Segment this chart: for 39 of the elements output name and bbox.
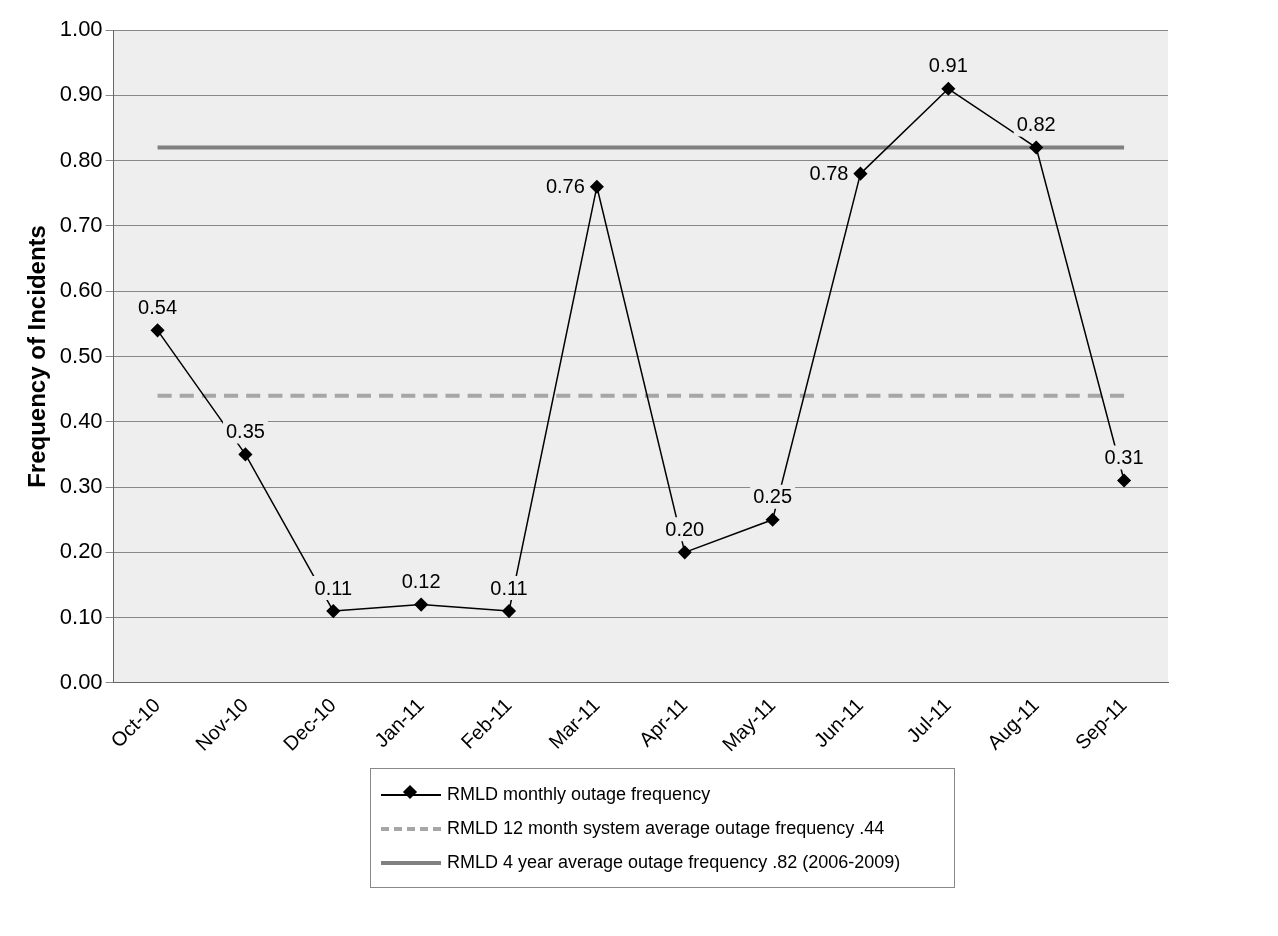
y-tick-label: 0.80: [59, 146, 103, 172]
point: [414, 597, 428, 612]
point: [502, 604, 516, 618]
data-label: 0.76: [545, 175, 585, 198]
data-label: 0.82: [1016, 113, 1056, 136]
point: [677, 545, 692, 560]
data-label: 0.35: [225, 419, 265, 442]
data-label: 0.91: [928, 54, 968, 77]
point: [1029, 140, 1043, 155]
point: [238, 447, 253, 462]
y-tick-label: 1.00: [59, 16, 103, 42]
y-tick-label: 0.60: [59, 277, 103, 303]
point: [765, 512, 780, 527]
point: [590, 179, 604, 194]
point: [853, 166, 868, 181]
y-tick-label: 0.90: [59, 81, 103, 107]
data-label: 0.11: [490, 576, 528, 599]
legend-label: RMLD 4 year average outage frequency .82 (2006-2009): [447, 851, 901, 873]
y-tick-label: 0.10: [59, 603, 103, 629]
data-label: 0.12: [401, 570, 441, 593]
legend-label: RMLD monthly outage frequency: [447, 783, 711, 805]
data-label: 0.20: [665, 517, 705, 540]
data-label: 0.78: [809, 162, 849, 185]
y-tick-label: 0.40: [59, 407, 103, 433]
y-tick-label: 0.50: [59, 342, 103, 368]
point: [326, 604, 341, 618]
data-label: 0.11: [314, 576, 353, 599]
y-axis-title: Frequency of Incidents: [23, 225, 51, 488]
y-tick-label: 0.70: [59, 211, 103, 237]
y-tick-label: 0.00: [59, 668, 103, 694]
data-label: 0.31: [1104, 446, 1144, 469]
legend-label: RMLD 12 month system average outage frequency .44: [447, 817, 885, 839]
data-label: 0.54: [138, 295, 178, 318]
point: [1117, 473, 1131, 488]
y-tick-label: 0.20: [59, 538, 103, 564]
data-label: 0.25: [753, 485, 793, 508]
y-tick-label: 0.30: [59, 473, 103, 499]
point: [150, 323, 165, 338]
point: [941, 82, 956, 96]
